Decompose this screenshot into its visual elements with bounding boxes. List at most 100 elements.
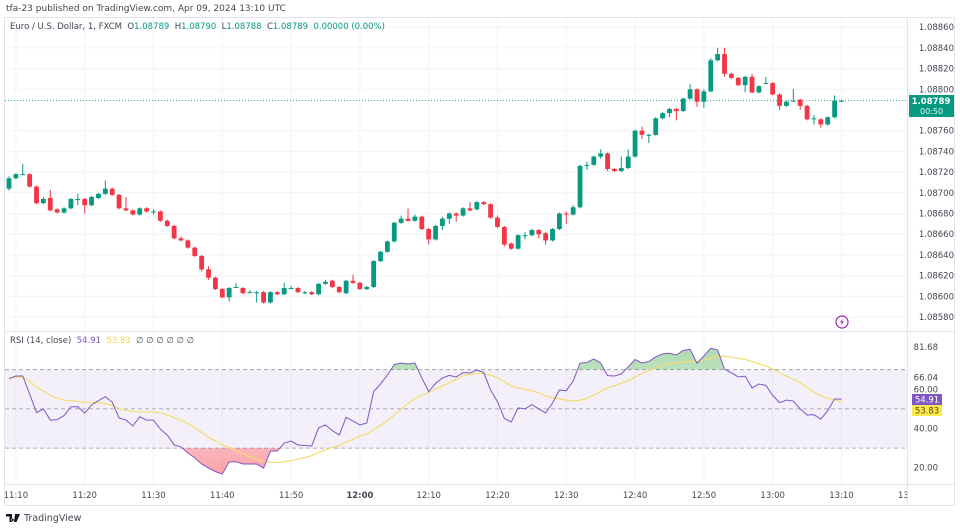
candle <box>708 58 714 93</box>
candle-body <box>660 113 665 119</box>
rsi-value-badge <box>912 394 942 405</box>
candle-body <box>34 186 39 204</box>
time-tick-label: 13:20 <box>898 491 923 501</box>
candle <box>550 227 555 242</box>
candle <box>316 282 321 296</box>
candle-body <box>495 217 500 227</box>
candle <box>412 214 418 222</box>
candle <box>309 291 315 296</box>
candle <box>226 286 232 302</box>
candle <box>336 285 342 294</box>
candle <box>261 291 266 304</box>
candle-body <box>185 240 191 248</box>
candle <box>295 286 301 294</box>
candle-body <box>467 208 473 211</box>
candle <box>398 215 404 224</box>
candle-body <box>206 269 211 278</box>
candle-body <box>405 218 411 221</box>
candle-body <box>27 174 33 187</box>
candle <box>254 291 260 303</box>
price-tick-label: 1.08720 <box>919 168 954 178</box>
bar-countdown: 00:50 <box>920 107 943 116</box>
candle-body <box>460 208 466 216</box>
price-tick-label: 1.08600 <box>919 292 954 302</box>
candle <box>522 232 528 240</box>
candle <box>123 196 129 212</box>
candle-body <box>811 118 817 120</box>
time-axis[interactable]: 11:10 11:20 11:30 11:40 11:50 12:00 12:10 12:20… <box>4 491 923 501</box>
candle-body <box>729 73 734 78</box>
candle-body <box>102 188 108 194</box>
time-tick-label: 12:30 <box>554 491 579 501</box>
candles <box>6 47 844 304</box>
candle-body <box>508 243 514 249</box>
price-tick-label: 1.08760 <box>919 127 954 137</box>
candle-body <box>254 292 260 294</box>
candle-body <box>171 225 177 239</box>
candle <box>495 215 500 228</box>
candle <box>501 225 507 247</box>
rsi-ma-line <box>8 355 842 464</box>
candle-body <box>109 188 115 195</box>
brand-name: TradingView <box>24 513 82 524</box>
candle <box>735 76 741 87</box>
candle-body <box>316 283 321 295</box>
candle <box>274 291 280 296</box>
rsi-overbought-fill <box>391 348 725 370</box>
candle <box>192 246 198 257</box>
price-tick-label: 1.08860 <box>919 23 954 33</box>
price-tick-label: 1.08800 <box>919 85 954 95</box>
candle-body <box>233 286 239 288</box>
candle-body <box>804 105 810 120</box>
candle-body <box>213 277 218 290</box>
candle <box>171 224 177 240</box>
candle <box>467 202 473 212</box>
candle-body <box>598 153 604 157</box>
candle-body <box>96 193 101 198</box>
candle <box>164 219 170 227</box>
rsi-ma-text: 53.83 <box>915 407 939 417</box>
rsi-axis[interactable]: 81.68 66.04 60.00 40.00 20.00 <box>914 343 938 474</box>
candle <box>584 161 590 171</box>
candle <box>453 212 459 222</box>
candle <box>536 229 542 239</box>
rsi-tick-label: 60.00 <box>914 385 938 395</box>
candle <box>247 290 253 294</box>
rsi-oversold-fill <box>9 448 842 474</box>
price-tick-label: 1.08680 <box>919 210 954 220</box>
candle-body <box>522 235 528 237</box>
candle-body <box>288 288 294 290</box>
lightning-icon[interactable] <box>835 315 849 329</box>
price-label: 1.08789 00:50 <box>909 95 954 117</box>
candle <box>116 193 122 210</box>
candle-body <box>364 286 370 290</box>
candle-body <box>529 230 535 236</box>
symbol-legend[interactable]: Euro / U.S. Dollar, 1, FXCM O1.08789 H1.… <box>10 22 385 32</box>
candle <box>618 156 624 173</box>
candle-body <box>378 251 383 262</box>
candle <box>151 209 156 215</box>
candle-body <box>646 134 652 136</box>
candle-body <box>515 235 521 249</box>
candle <box>75 193 81 206</box>
candle-body <box>13 174 19 179</box>
time-tick-label: 12:20 <box>485 491 510 501</box>
candle <box>41 196 46 205</box>
time-tick-label: 11:50 <box>279 491 304 501</box>
candle-body <box>488 204 493 218</box>
candle-body <box>784 101 789 106</box>
low-label: L <box>221 22 227 32</box>
candle <box>130 209 136 216</box>
price-axis[interactable]: 1.08860 1.08840 1.08820 1.08800 1.08760 1.087… <box>919 23 954 323</box>
candle-body <box>825 117 831 125</box>
candle-body <box>164 220 170 226</box>
rsi-legend[interactable]: RSI (14, close) 54.91 53.83 ∅ ∅ ∅ ∅ ∅ ∅ <box>10 336 194 346</box>
candle-body <box>82 199 88 206</box>
rsi-pane <box>5 347 907 475</box>
candle <box>281 282 287 296</box>
candle-body <box>130 210 136 215</box>
candle <box>34 185 39 205</box>
candle-body <box>673 108 679 112</box>
candle-body <box>54 209 60 213</box>
